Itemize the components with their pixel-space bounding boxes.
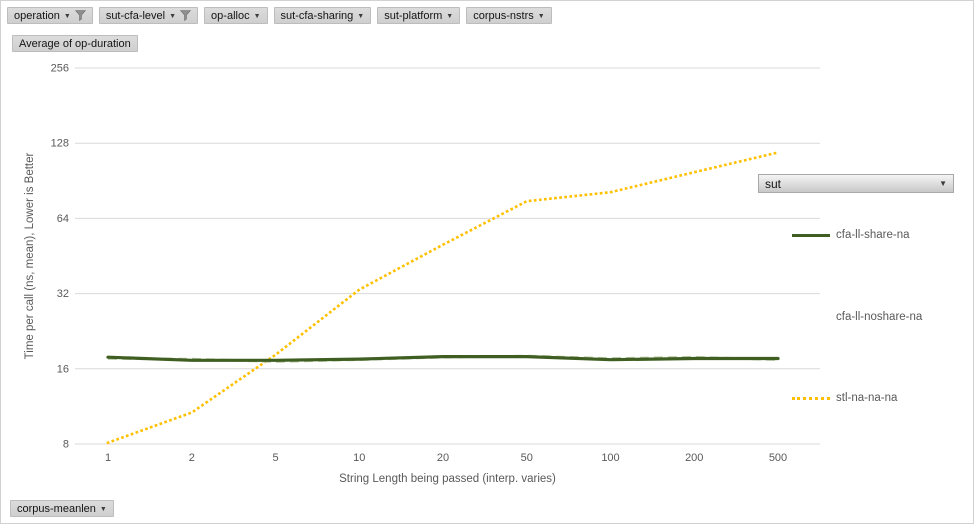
value-field-label: Average of op-duration bbox=[19, 37, 131, 50]
y-axis-tick-labels: 256 128 64 32 16 8 bbox=[51, 63, 69, 451]
pivot-filter-button-operation[interactable]: operation ▼ bbox=[7, 7, 93, 24]
pivot-filter-button-sut-cfa-level[interactable]: sut-cfa-level ▼ bbox=[98, 7, 199, 24]
y-tick-label: 32 bbox=[57, 288, 69, 300]
chevron-down-icon: ▼ bbox=[63, 13, 71, 20]
x-tick-label: 100 bbox=[601, 452, 619, 464]
chevron-down-icon: ▼ bbox=[99, 506, 107, 513]
x-axis-tick-labels: 1 2 5 10 20 50 100 200 500 bbox=[105, 452, 787, 464]
filter-funnel-icon bbox=[74, 10, 86, 22]
x-tick-label: 2 bbox=[189, 452, 195, 464]
axis-field-label: corpus-meanlen bbox=[17, 502, 96, 515]
filter-funnel-icon bbox=[179, 10, 192, 22]
y-tick-label: 16 bbox=[57, 363, 69, 375]
pivot-filter-button-corpus-nstrs[interactable]: corpus-nstrs ▼ bbox=[466, 7, 552, 24]
pivot-filter-row: operation ▼ sut-cfa-level ▼ op-alloc ▼ sut-cfa… bbox=[7, 7, 552, 24]
y-tick-label: 64 bbox=[57, 213, 69, 225]
x-tick-label: 50 bbox=[521, 452, 533, 464]
gridlines bbox=[75, 67, 820, 445]
pivot-filter-button-sut-platform[interactable]: sut-platform ▼ bbox=[377, 7, 461, 24]
x-tick-label: 5 bbox=[272, 452, 278, 464]
chevron-down-icon: ▼ bbox=[537, 13, 545, 20]
series-line-cfa-ll-share-na bbox=[106, 355, 780, 362]
pivot-filter-button-op-alloc[interactable]: op-alloc ▼ bbox=[204, 7, 268, 24]
legend-field-button-sut[interactable]: sut ▼ bbox=[758, 174, 954, 193]
chevron-down-icon: ▼ bbox=[253, 13, 261, 20]
legend-field-label: sut bbox=[765, 176, 782, 191]
y-tick-label: 256 bbox=[51, 63, 69, 75]
pivot-filter-label: corpus-nstrs bbox=[473, 9, 534, 22]
chevron-down-icon: ▼ bbox=[357, 13, 365, 20]
pivot-filter-label: sut-platform bbox=[384, 9, 443, 22]
value-field-button[interactable]: Average of op-duration bbox=[12, 35, 138, 52]
y-axis-title: Time per call (ns, mean), Lower is Bette… bbox=[24, 153, 36, 360]
x-tick-label: 500 bbox=[769, 452, 787, 464]
pivot-filter-label: operation bbox=[14, 9, 60, 22]
y-tick-label: 8 bbox=[63, 439, 69, 451]
series-line-stl-na-na-na bbox=[106, 150, 780, 445]
x-tick-label: 200 bbox=[685, 452, 703, 464]
pivot-filter-label: op-alloc bbox=[211, 9, 250, 22]
x-tick-label: 10 bbox=[353, 452, 365, 464]
chevron-down-icon: ▼ bbox=[169, 13, 177, 20]
axis-field-button-corpus-meanlen[interactable]: corpus-meanlen ▼ bbox=[10, 500, 114, 517]
x-axis-title: String Length being passed (interp. vari… bbox=[339, 473, 556, 485]
chevron-down-icon: ▼ bbox=[446, 13, 454, 20]
pivot-filter-label: sut-cfa-sharing bbox=[280, 9, 354, 22]
chevron-down-icon: ▼ bbox=[939, 179, 947, 188]
pivot-filter-button-sut-cfa-sharing[interactable]: sut-cfa-sharing ▼ bbox=[273, 7, 372, 24]
x-tick-label: 20 bbox=[437, 452, 449, 464]
x-tick-label: 1 bbox=[105, 452, 111, 464]
pivot-filter-label: sut-cfa-level bbox=[105, 9, 166, 22]
y-tick-label: 128 bbox=[51, 138, 69, 150]
